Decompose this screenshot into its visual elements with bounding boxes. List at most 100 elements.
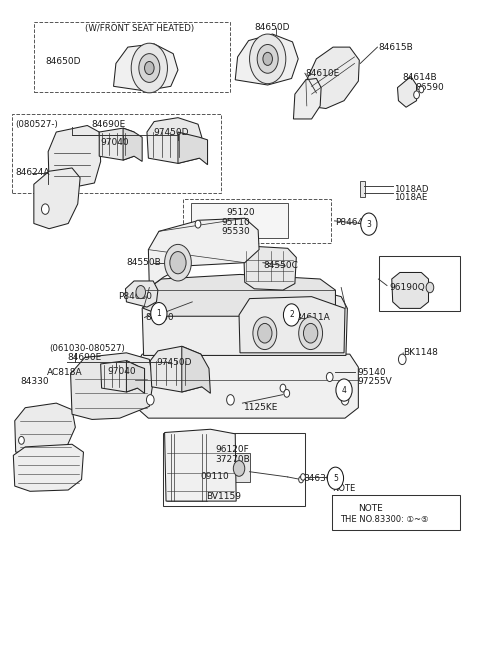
Text: 97450D: 97450D <box>153 127 189 136</box>
Bar <box>396 276 425 297</box>
Circle shape <box>263 52 273 66</box>
Polygon shape <box>178 132 207 165</box>
Polygon shape <box>99 128 134 160</box>
Circle shape <box>257 45 278 73</box>
Text: NOTE: NOTE <box>333 483 356 493</box>
Circle shape <box>144 62 154 75</box>
Circle shape <box>146 395 154 405</box>
Text: 97040: 97040 <box>101 138 129 147</box>
Bar <box>183 199 331 243</box>
Polygon shape <box>239 297 345 353</box>
Bar <box>163 432 305 506</box>
Text: P84630: P84630 <box>118 292 152 301</box>
Text: 84611A: 84611A <box>295 313 330 322</box>
Text: 95110: 95110 <box>221 218 250 227</box>
Text: 1018AE: 1018AE <box>394 193 427 202</box>
Text: 84650D: 84650D <box>254 23 290 32</box>
Text: 84610E: 84610E <box>306 69 340 78</box>
Polygon shape <box>126 361 144 394</box>
Circle shape <box>136 285 145 298</box>
Polygon shape <box>125 281 158 307</box>
Text: 97040: 97040 <box>108 367 136 377</box>
Circle shape <box>258 323 272 343</box>
Polygon shape <box>144 274 336 316</box>
Circle shape <box>280 384 286 392</box>
Circle shape <box>233 461 245 476</box>
Text: 95140: 95140 <box>357 368 385 377</box>
Circle shape <box>283 304 300 326</box>
Circle shape <box>170 251 186 274</box>
Text: 86590: 86590 <box>416 83 444 92</box>
Text: 84550B: 84550B <box>126 258 161 267</box>
Text: 84550C: 84550C <box>263 262 298 270</box>
Text: 96120F: 96120F <box>215 445 249 454</box>
Text: 84330: 84330 <box>21 377 49 386</box>
Text: BV1159: BV1159 <box>206 492 241 501</box>
Circle shape <box>341 395 349 405</box>
Text: 1: 1 <box>156 309 161 318</box>
Polygon shape <box>165 429 236 501</box>
Text: 3: 3 <box>366 220 372 229</box>
Text: 84690E: 84690E <box>67 353 101 362</box>
Text: THE NO.83300: ①~⑤: THE NO.83300: ①~⑤ <box>340 515 429 524</box>
Text: 37270B: 37270B <box>215 455 250 464</box>
Text: 84615B: 84615B <box>378 43 413 52</box>
Circle shape <box>327 467 344 489</box>
Text: 97450D: 97450D <box>156 358 192 367</box>
Text: 84614B: 84614B <box>402 73 437 82</box>
Circle shape <box>151 302 167 325</box>
Circle shape <box>361 213 377 236</box>
Circle shape <box>299 476 303 483</box>
Text: 95120: 95120 <box>227 208 255 217</box>
Circle shape <box>41 204 49 215</box>
Text: 09110: 09110 <box>201 472 229 482</box>
Polygon shape <box>182 346 210 394</box>
Text: 84630C: 84630C <box>303 474 338 483</box>
Circle shape <box>19 436 24 444</box>
Circle shape <box>195 220 201 228</box>
Circle shape <box>131 43 168 93</box>
Text: 4: 4 <box>342 386 347 394</box>
Polygon shape <box>135 354 359 418</box>
Polygon shape <box>123 128 142 161</box>
Polygon shape <box>147 117 202 163</box>
Text: 1125KE: 1125KE <box>244 403 278 412</box>
Polygon shape <box>114 44 178 91</box>
Bar <box>228 453 250 482</box>
Text: NOTE: NOTE <box>359 504 383 514</box>
Text: 95530: 95530 <box>221 228 250 236</box>
Circle shape <box>426 282 434 293</box>
Text: AC818A: AC818A <box>47 368 83 377</box>
Bar <box>244 308 341 352</box>
Bar <box>34 22 230 92</box>
Text: (080527-): (080527-) <box>16 119 59 129</box>
Polygon shape <box>13 444 84 491</box>
Circle shape <box>250 34 286 84</box>
Circle shape <box>326 373 333 382</box>
Polygon shape <box>392 272 429 308</box>
Polygon shape <box>71 353 153 419</box>
Polygon shape <box>244 247 296 290</box>
Circle shape <box>284 390 289 398</box>
Text: P84647: P84647 <box>336 218 369 227</box>
Text: (W/FRONT SEAT HEATED): (W/FRONT SEAT HEATED) <box>85 24 194 33</box>
Bar <box>12 113 221 194</box>
Polygon shape <box>307 47 360 108</box>
Circle shape <box>336 379 352 401</box>
Polygon shape <box>166 431 207 501</box>
Circle shape <box>299 317 323 350</box>
Bar <box>379 256 460 311</box>
Text: 84624A: 84624A <box>16 168 50 177</box>
Text: 84650D: 84650D <box>45 57 81 66</box>
Bar <box>199 221 215 233</box>
Polygon shape <box>148 218 259 287</box>
Bar <box>360 181 365 197</box>
Circle shape <box>303 323 318 343</box>
Circle shape <box>419 87 424 93</box>
Circle shape <box>253 317 277 350</box>
Text: 2: 2 <box>289 310 294 319</box>
Polygon shape <box>235 34 298 85</box>
Text: 84690E: 84690E <box>91 119 125 129</box>
Bar <box>332 495 460 531</box>
Circle shape <box>414 91 420 98</box>
